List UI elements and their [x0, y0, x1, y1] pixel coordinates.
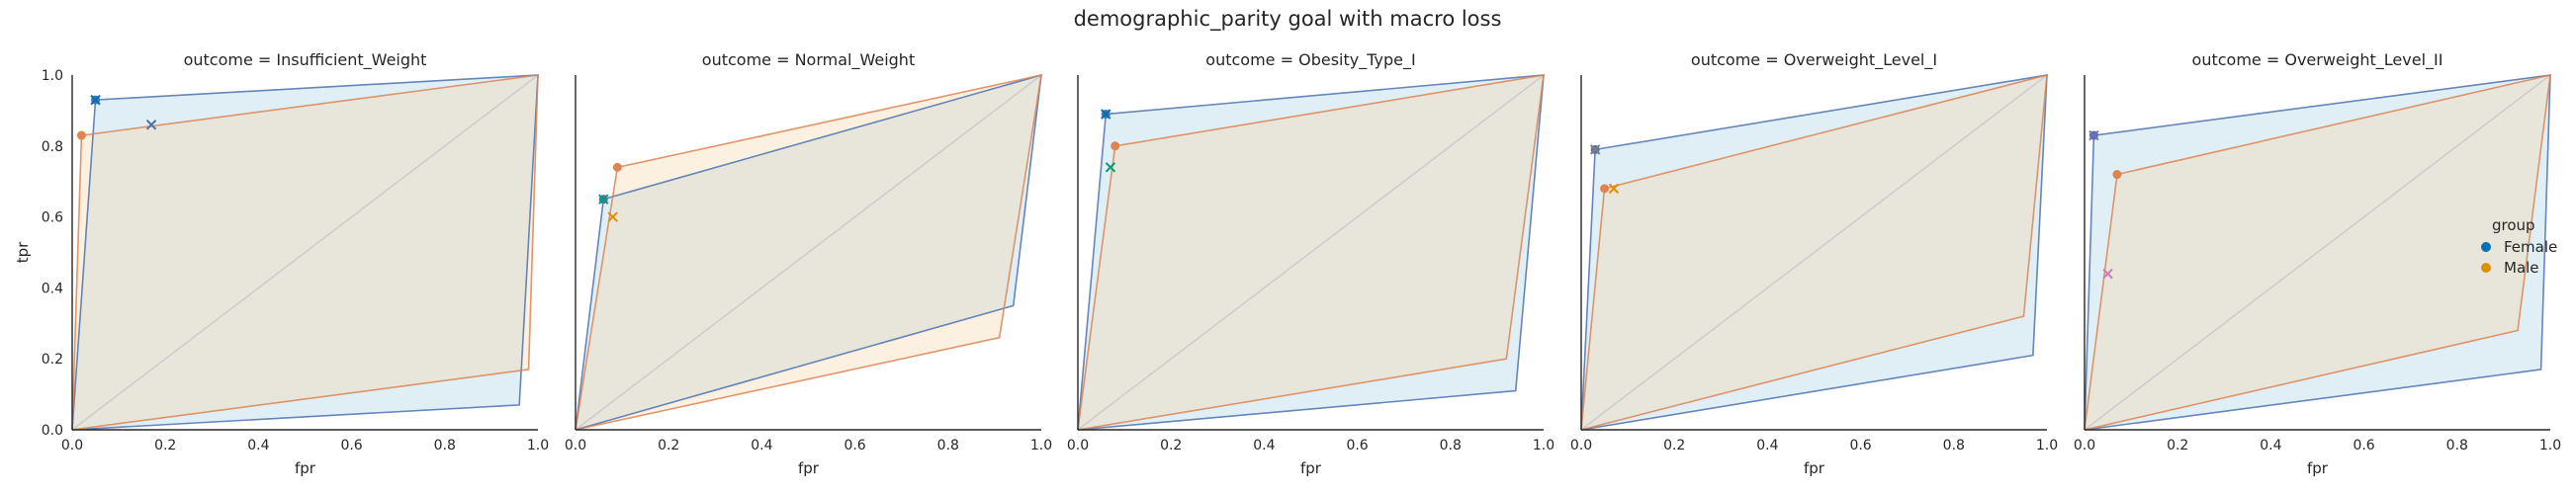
- x-tick-label: 0.2: [1160, 438, 1182, 453]
- x-marker-1: [598, 194, 609, 205]
- y-tick-label: 0.6: [42, 210, 63, 226]
- x-marker-stroke: [2088, 129, 2099, 141]
- x-tick-label: 0.4: [751, 438, 772, 453]
- x-tick-label: 0.0: [2074, 438, 2095, 453]
- x-tick-label: 0.8: [1440, 438, 1462, 453]
- x-tick-label: 0.4: [2260, 438, 2281, 453]
- x-tick-label: 1.0: [1533, 438, 1554, 453]
- x-tick-label: 0.6: [1346, 438, 1368, 453]
- x-tick-label: 0.0: [1067, 438, 1089, 453]
- panel-title: outcome = Normal_Weight: [702, 50, 915, 70]
- x-tick-label: 0.2: [2167, 438, 2188, 453]
- figure-title: demographic_parity goal with macro loss: [1074, 7, 1502, 32]
- x-marker-stroke: [2102, 268, 2113, 280]
- point-male: [76, 130, 86, 140]
- x-marker-stroke: [1101, 109, 1111, 120]
- legend-title: group: [2492, 216, 2535, 234]
- panel-title: outcome = Obesity_Type_I: [1205, 50, 1415, 70]
- x-tick-label: 0.4: [1253, 438, 1275, 453]
- x-tick-label: 0.8: [434, 438, 456, 453]
- x-tick-label: 1.0: [1030, 438, 1052, 453]
- hull-line-male: [575, 73, 1042, 431]
- x-marker-1: [2088, 129, 2099, 141]
- legend-male-label: Male: [2504, 259, 2539, 277]
- x-marker-1: [1101, 109, 1111, 120]
- x-marker-2: [607, 211, 618, 222]
- x-marker-stroke: [1608, 183, 1620, 195]
- y-tick-label: 0.0: [42, 423, 63, 439]
- y-tick-label: 1.0: [42, 68, 63, 84]
- x-tick-label: 0.2: [658, 438, 679, 453]
- x-tick-label: 0.4: [1756, 438, 1778, 453]
- x-tick-label: 0.6: [844, 438, 865, 453]
- x-marker-stroke: [607, 211, 618, 222]
- hull-line-male: [71, 74, 539, 431]
- x-axis-label: fpr: [2307, 459, 2329, 477]
- x-axis-label: fpr: [1300, 459, 1322, 477]
- x-marker-2: [1608, 183, 1620, 195]
- panel-title: outcome = Overweight_Level_I: [1691, 50, 1937, 70]
- x-tick-label: 0.6: [1849, 438, 1871, 453]
- x-marker-stroke: [1105, 162, 1116, 173]
- x-tick-label: 0.8: [2446, 438, 2468, 453]
- diagonal-line: [2084, 74, 2551, 431]
- x-marker-2: [145, 120, 157, 130]
- legend-female-marker: [2481, 242, 2491, 252]
- diagonal-line: [71, 74, 539, 431]
- legend-female-label: Female: [2504, 238, 2557, 256]
- x-tick-label: 0.6: [340, 438, 362, 453]
- x-axis-label: fpr: [1804, 459, 1825, 477]
- x-tick-label: 0.8: [1943, 438, 1965, 453]
- x-axis-label: fpr: [295, 459, 316, 477]
- y-axis-label: tpr: [14, 241, 32, 263]
- x-tick-label: 0.0: [61, 438, 83, 453]
- x-marker-1: [90, 94, 101, 106]
- x-marker-stroke: [598, 194, 609, 205]
- panel-title: outcome = Overweight_Level_II: [2192, 50, 2443, 70]
- y-tick-label: 0.4: [42, 281, 63, 296]
- x-marker-2: [2102, 268, 2113, 280]
- x-tick-label: 0.8: [937, 438, 959, 453]
- y-tick-label: 0.8: [42, 139, 63, 155]
- x-axis-label: fpr: [798, 459, 820, 477]
- x-tick-label: 1.0: [2036, 438, 2058, 453]
- x-tick-label: 1.0: [2539, 438, 2561, 453]
- hull-line-male: [1077, 74, 1545, 431]
- legend: group Female Male: [2481, 216, 2557, 277]
- panel-4: outcome = Overweight_Level_I 0.0 0.2 0.4 0.6…: [1570, 50, 2058, 477]
- diagonal-line: [575, 74, 1042, 431]
- x-tick-label: 0.2: [1663, 438, 1685, 453]
- panel-title: outcome = Insufficient_Weight: [184, 50, 427, 70]
- panel-2: outcome = Normal_Weight 0.0 0.2 0.4 0.6 0.8 1.…: [565, 50, 1052, 477]
- x-marker-stroke: [145, 120, 157, 130]
- legend-male-marker: [2481, 263, 2491, 273]
- hull-line-male: [2084, 73, 2551, 431]
- y-tick-label: 0.2: [42, 352, 63, 368]
- panel-5: outcome = Overweight_Level_II 0.0 0.2 0.4 0.…: [2074, 50, 2561, 477]
- hull-line-male: [1580, 73, 2048, 431]
- x-tick-label: 0.2: [154, 438, 176, 453]
- x-marker-1: [1589, 144, 1601, 155]
- panel-1: outcome = Insufficient_Weight 0.00.0 0.2 0.…: [14, 50, 549, 477]
- x-tick-label: 0.4: [247, 438, 269, 453]
- x-tick-label: 0.0: [565, 438, 586, 453]
- diagonal-line: [1580, 74, 2048, 431]
- point-male: [2112, 170, 2122, 180]
- x-marker-stroke: [1589, 144, 1601, 155]
- point-male: [1600, 184, 1610, 194]
- facet-panels: outcome = Insufficient_Weight0.00.00.20.…: [14, 50, 2561, 477]
- x-tick-label: 0.0: [1570, 438, 1592, 453]
- x-marker-2: [1105, 162, 1116, 173]
- x-tick-label: 0.6: [2353, 438, 2374, 453]
- panel-3: outcome = Obesity_Type_I 0.0 0.2 0.4 0.6 0.8 1…: [1067, 50, 1554, 477]
- point-male: [612, 162, 622, 172]
- x-tick-label: 1.0: [527, 438, 549, 453]
- point-male: [1110, 141, 1120, 151]
- diagonal-line: [1077, 74, 1545, 431]
- x-marker-stroke: [90, 94, 101, 106]
